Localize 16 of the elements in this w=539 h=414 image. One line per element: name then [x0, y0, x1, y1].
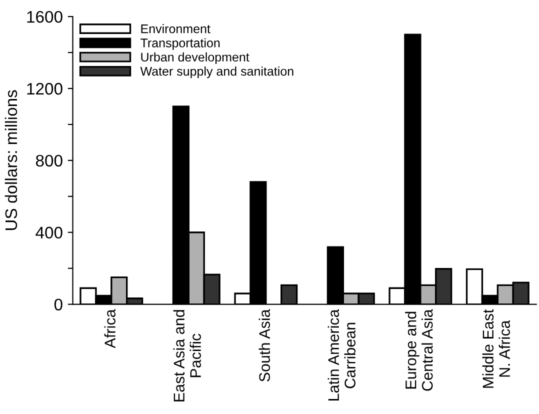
y-tick-label: 0 — [54, 298, 62, 310]
x-tick-label: Europe and Central Asia — [405, 309, 433, 391]
y-axis-title: US dollars: millions — [4, 90, 18, 230]
y-tick-label: 1200 — [27, 82, 62, 95]
legend-label: Environment — [141, 24, 210, 34]
y-tick-label: 1600 — [27, 10, 62, 23]
x-tick-label: South Asia — [258, 309, 270, 382]
y-tick-label: 800 — [36, 154, 62, 167]
legend-label: Transportation — [140, 38, 220, 50]
legend-label: Water supply and sanitation — [140, 66, 294, 78]
y-tick-label: 400 — [36, 226, 62, 239]
x-tick-label: East Asia and Pacific — [173, 310, 201, 402]
x-tick-label: Middle East N. Africa — [482, 309, 510, 388]
x-tick-label: Africa — [104, 309, 116, 348]
x-tick-label: Latin America Carribean — [328, 309, 356, 400]
legend-label: Urban development — [141, 52, 250, 64]
